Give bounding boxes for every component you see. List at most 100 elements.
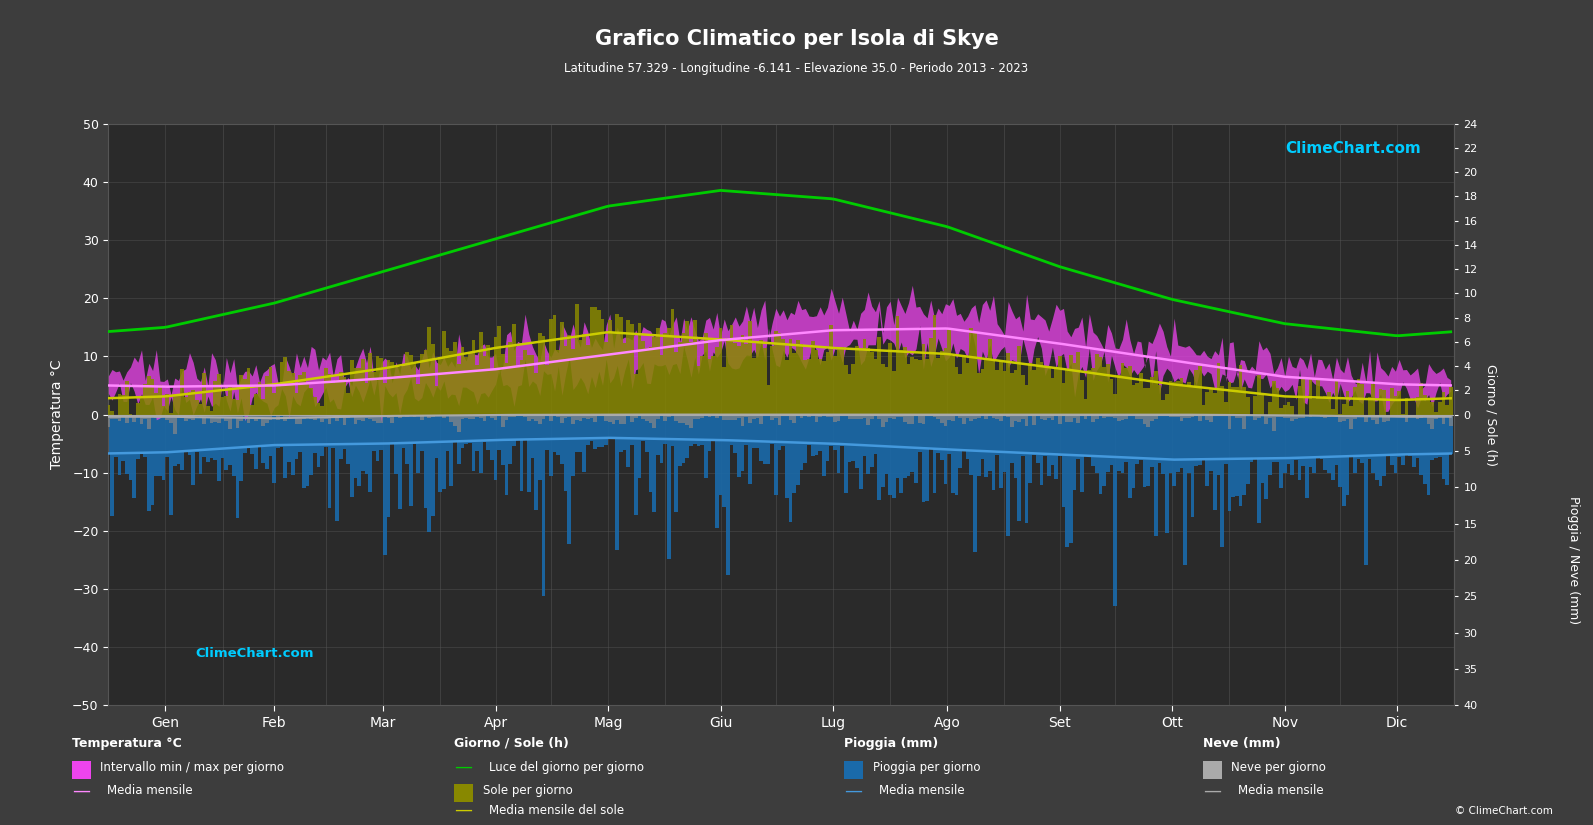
Bar <box>771 346 774 414</box>
Bar <box>390 414 393 423</box>
Bar <box>1021 414 1024 418</box>
Bar <box>1408 414 1411 417</box>
Bar <box>143 414 147 456</box>
Bar <box>841 414 844 417</box>
Bar <box>693 320 696 414</box>
Bar <box>859 414 862 419</box>
Bar <box>328 414 331 508</box>
Bar <box>373 372 376 414</box>
Bar <box>597 309 601 414</box>
Bar <box>1330 414 1335 480</box>
Bar <box>1055 414 1058 479</box>
Bar <box>236 400 239 414</box>
Bar <box>272 414 276 483</box>
Bar <box>1120 363 1125 414</box>
Bar <box>755 414 760 418</box>
Bar <box>620 317 623 414</box>
Bar <box>634 414 637 515</box>
Bar <box>295 394 298 414</box>
Bar <box>107 414 110 427</box>
Bar <box>867 348 870 414</box>
Bar <box>954 414 959 417</box>
Bar <box>637 414 642 478</box>
Bar <box>973 414 977 552</box>
Bar <box>303 414 306 488</box>
Bar <box>1313 414 1316 473</box>
Bar <box>376 414 379 423</box>
Bar <box>1029 414 1032 416</box>
Bar <box>929 338 932 414</box>
Bar <box>1294 414 1298 419</box>
Bar <box>1150 414 1153 421</box>
Bar <box>637 414 642 416</box>
Bar <box>202 414 205 423</box>
Bar <box>1305 414 1309 498</box>
Bar <box>542 414 545 419</box>
Bar <box>892 414 895 419</box>
Bar <box>785 361 789 414</box>
Bar <box>1360 414 1364 416</box>
Bar <box>217 374 221 414</box>
Bar <box>1136 414 1139 418</box>
Bar <box>121 414 124 416</box>
Text: Media mensile: Media mensile <box>107 785 193 798</box>
Bar <box>940 414 943 460</box>
Bar <box>244 414 247 453</box>
Bar <box>1013 370 1018 414</box>
Bar <box>1150 377 1153 414</box>
Bar <box>889 342 892 414</box>
Bar <box>107 405 110 414</box>
Bar <box>298 375 303 414</box>
Bar <box>1043 414 1047 455</box>
Bar <box>143 384 147 414</box>
Bar <box>715 346 718 414</box>
Bar <box>785 414 789 416</box>
Bar <box>1217 414 1220 416</box>
Bar <box>1142 414 1147 424</box>
Bar <box>1088 414 1091 456</box>
Bar <box>1416 414 1419 419</box>
Bar <box>609 414 612 439</box>
Bar <box>1106 364 1110 414</box>
Bar <box>1117 375 1120 414</box>
Bar <box>213 381 217 414</box>
Bar <box>663 414 667 421</box>
Bar <box>276 383 280 414</box>
Bar <box>796 340 800 414</box>
Bar <box>158 414 162 418</box>
Bar <box>900 414 903 417</box>
Bar <box>317 414 320 467</box>
Bar <box>460 347 464 414</box>
Bar <box>538 414 542 480</box>
Bar <box>151 414 155 505</box>
Bar <box>401 366 405 414</box>
Bar <box>581 414 586 418</box>
Bar <box>1298 414 1301 418</box>
Bar <box>1434 412 1438 414</box>
Bar <box>1153 371 1158 414</box>
Bar <box>494 414 497 420</box>
Bar <box>889 414 892 417</box>
Bar <box>457 414 460 464</box>
Bar <box>741 414 744 426</box>
Bar <box>844 365 847 414</box>
Bar <box>210 414 213 458</box>
Bar <box>166 414 169 457</box>
Bar <box>1419 384 1423 414</box>
Bar <box>712 414 715 441</box>
Bar <box>239 414 244 481</box>
Bar <box>491 369 494 414</box>
Bar <box>357 414 362 420</box>
Bar <box>1397 414 1400 457</box>
Bar <box>1335 414 1338 465</box>
Bar <box>183 414 188 422</box>
Text: Grafico Climatico per Isola di Skye: Grafico Climatico per Isola di Skye <box>594 29 999 49</box>
Text: Neve (mm): Neve (mm) <box>1203 737 1281 750</box>
Bar <box>1346 391 1349 414</box>
Bar <box>502 414 505 427</box>
Bar <box>1007 414 1010 417</box>
Bar <box>1431 402 1434 414</box>
Bar <box>284 414 287 421</box>
Bar <box>1341 414 1346 507</box>
Bar <box>1051 414 1055 420</box>
